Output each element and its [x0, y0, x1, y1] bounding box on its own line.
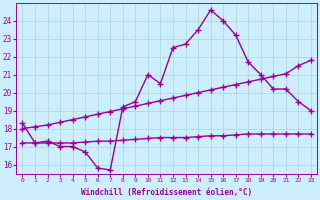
X-axis label: Windchill (Refroidissement éolien,°C): Windchill (Refroidissement éolien,°C) — [81, 188, 252, 197]
